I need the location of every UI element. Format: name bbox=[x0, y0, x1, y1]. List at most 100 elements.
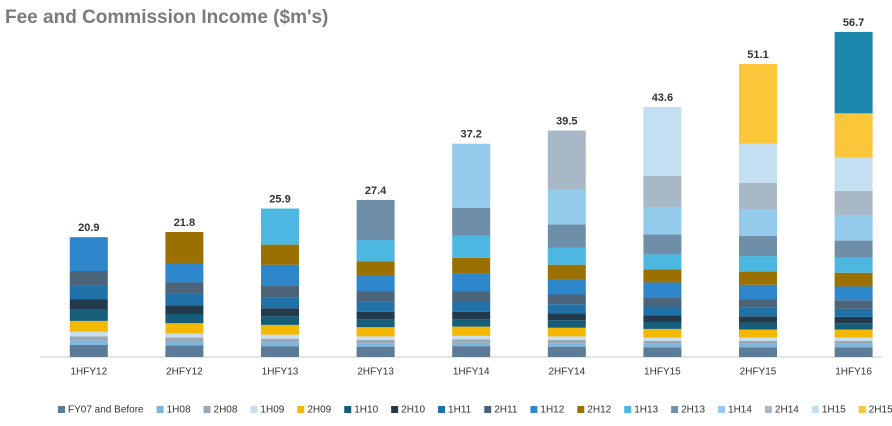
total-label: 20.9 bbox=[78, 222, 99, 234]
bar-segment bbox=[356, 343, 395, 347]
x-tick-label: 1HFY15 bbox=[644, 367, 681, 378]
bar-segment bbox=[261, 316, 299, 325]
legend-swatch bbox=[438, 406, 446, 413]
bar-segment bbox=[452, 235, 491, 258]
bar-segment bbox=[69, 331, 108, 337]
bar-segment bbox=[69, 309, 108, 321]
x-tick-label: 1HFY12 bbox=[70, 367, 107, 378]
x-tick-label: 1HFY14 bbox=[453, 367, 490, 378]
bar-segment bbox=[356, 199, 395, 241]
bar-segment bbox=[452, 291, 491, 302]
total-label: 25.9 bbox=[269, 193, 290, 205]
bar-segment bbox=[165, 341, 204, 346]
bar-segment bbox=[452, 319, 491, 327]
bar-segment bbox=[356, 275, 395, 292]
bar-segment bbox=[547, 189, 586, 225]
total-label: 37.2 bbox=[460, 129, 481, 141]
bar-segment bbox=[739, 343, 777, 348]
legend-swatch bbox=[156, 406, 164, 413]
bar-segment bbox=[356, 319, 395, 328]
bar-segment bbox=[261, 285, 299, 298]
bar-segment bbox=[739, 299, 777, 308]
bar-segment bbox=[261, 338, 299, 343]
legend-swatch bbox=[391, 406, 399, 413]
bar-segment bbox=[739, 143, 777, 183]
bar-segment bbox=[356, 301, 395, 312]
bar-segment bbox=[261, 342, 299, 347]
legend-label: 2H11 bbox=[494, 405, 518, 416]
bar-segment bbox=[69, 237, 108, 271]
bar-segment bbox=[643, 328, 682, 338]
bar-segment bbox=[356, 311, 395, 320]
bar-segment bbox=[547, 247, 586, 265]
legend-label: 2H14 bbox=[775, 405, 799, 416]
bar-segment bbox=[452, 346, 491, 357]
bar-segment bbox=[356, 291, 395, 302]
total-label: 43.6 bbox=[652, 92, 673, 104]
legend-swatch bbox=[858, 406, 866, 413]
bar-segment bbox=[547, 320, 586, 328]
legend-label: 2H12 bbox=[587, 405, 611, 416]
bar-segment bbox=[643, 234, 682, 255]
bar-segment bbox=[547, 294, 586, 305]
bar-segment bbox=[643, 306, 682, 316]
bar-segment bbox=[261, 334, 299, 339]
bar-segment bbox=[452, 207, 491, 236]
x-tick-label: 2HFY12 bbox=[166, 367, 203, 378]
bar-segment bbox=[452, 273, 491, 292]
bar-segment bbox=[452, 301, 491, 312]
bar-segment bbox=[643, 347, 682, 357]
legend-swatch bbox=[203, 406, 211, 413]
x-tick-label: 2HFY15 bbox=[740, 367, 777, 378]
legend-label: 2H10 bbox=[401, 405, 425, 416]
bar-segment bbox=[834, 215, 873, 241]
bar-segment bbox=[165, 345, 204, 357]
bar-segment bbox=[834, 323, 873, 330]
bar-segment bbox=[165, 323, 204, 334]
bar-segment bbox=[165, 282, 204, 294]
bar-segment bbox=[739, 182, 777, 210]
total-label: 56.7 bbox=[843, 17, 864, 29]
bar-segment bbox=[834, 340, 873, 344]
legend-label: FY07 and Before bbox=[68, 405, 144, 416]
bar-segment bbox=[69, 340, 108, 345]
bar-segment bbox=[547, 346, 586, 357]
bar-segment bbox=[739, 329, 777, 338]
legend-swatch bbox=[811, 406, 819, 413]
bar-segment bbox=[739, 271, 777, 285]
bar-segment bbox=[739, 340, 777, 344]
bar-segment bbox=[834, 300, 873, 309]
bar-segment bbox=[356, 336, 395, 340]
bar-segment bbox=[261, 346, 299, 357]
bar-segment bbox=[834, 343, 873, 348]
legend-swatch bbox=[624, 406, 632, 413]
bar-segment bbox=[547, 224, 586, 248]
bar-segment bbox=[69, 285, 108, 300]
bar-segment bbox=[69, 336, 108, 341]
bar-segment bbox=[643, 207, 682, 235]
bar-segment bbox=[356, 240, 395, 262]
legend-label: 1H15 bbox=[822, 405, 846, 416]
total-label: 39.5 bbox=[556, 115, 577, 127]
bar-segment bbox=[739, 337, 777, 341]
bar-segment bbox=[165, 305, 204, 314]
total-label: 27.4 bbox=[365, 185, 387, 197]
bar-segment bbox=[261, 308, 299, 317]
bar-segment bbox=[452, 342, 491, 347]
bar-segment bbox=[834, 308, 873, 317]
bar-segment bbox=[547, 304, 586, 314]
bar-segment bbox=[69, 271, 108, 286]
legend-label: 2H08 bbox=[214, 405, 238, 416]
bar-segment bbox=[261, 244, 299, 265]
bar-segment bbox=[261, 208, 299, 245]
legend-swatch bbox=[58, 406, 65, 413]
legend-swatch bbox=[718, 406, 726, 413]
bar-segment bbox=[356, 327, 395, 337]
legend-swatch bbox=[250, 406, 258, 413]
bar-segment bbox=[69, 320, 108, 332]
legend-swatch bbox=[764, 406, 772, 413]
bar-segment bbox=[739, 307, 777, 317]
legend-swatch bbox=[671, 406, 679, 413]
bar-segment bbox=[356, 346, 395, 357]
bar-segment bbox=[643, 282, 682, 298]
